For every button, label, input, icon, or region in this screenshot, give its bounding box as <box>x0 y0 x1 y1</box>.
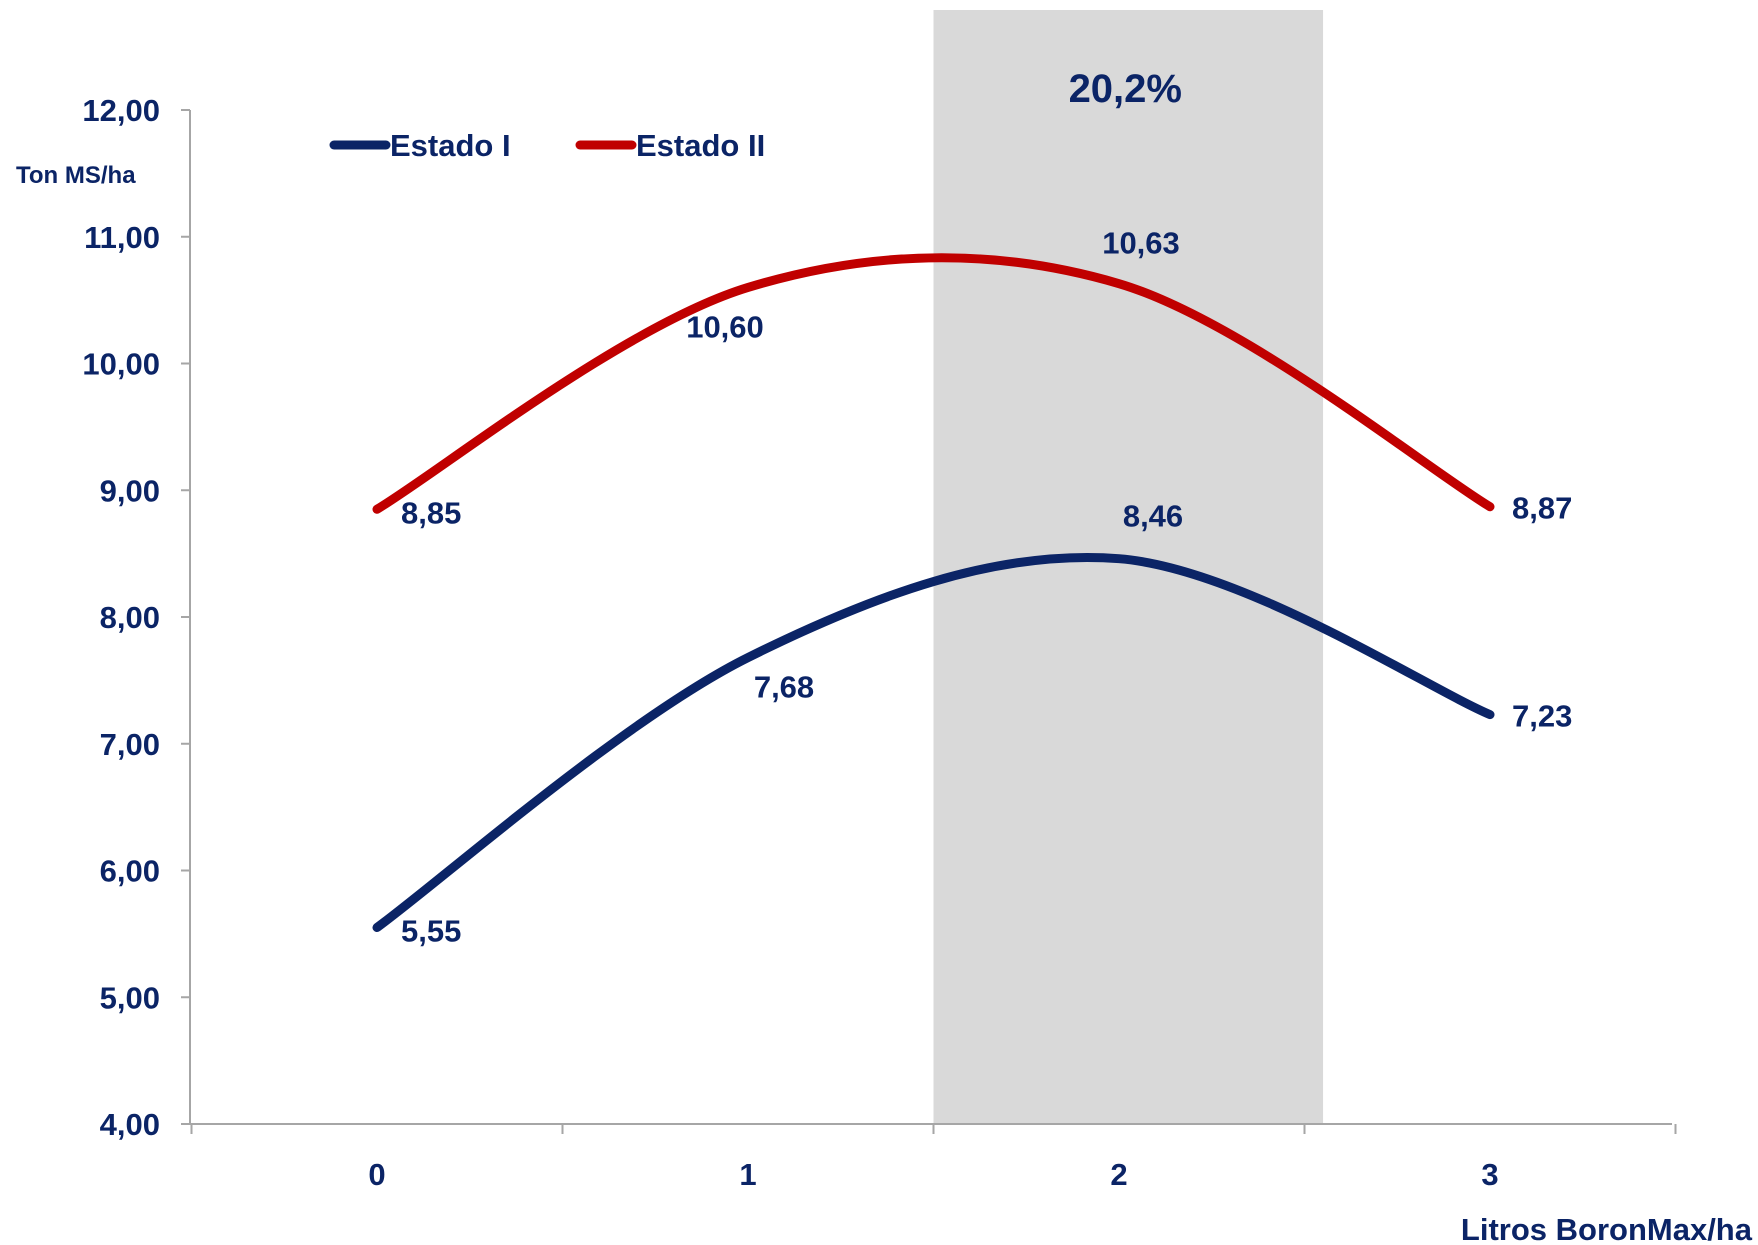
y-tick-label: 7,00 <box>100 727 160 762</box>
data-label: 5,55 <box>401 914 461 949</box>
legend-label: Estado II <box>636 128 765 163</box>
data-label: 10,63 <box>1102 226 1180 261</box>
y-tick-label: 12,00 <box>82 93 160 128</box>
data-label: 10,60 <box>686 309 764 344</box>
y-tick-label: 4,00 <box>100 1107 160 1142</box>
y-tick-label: 5,00 <box>100 980 160 1015</box>
y-tick-label: 8,00 <box>100 600 160 635</box>
highlight-label: 20,2% <box>1069 67 1182 111</box>
y-tick-label: 9,00 <box>100 473 160 508</box>
data-label: 8,85 <box>401 495 461 530</box>
y-tick-label: 11,00 <box>84 220 160 255</box>
series-line-2 <box>372 253 1495 514</box>
x-tick-label: 0 <box>368 1157 385 1192</box>
series-line-1 <box>372 552 1495 933</box>
x-tick-label: 2 <box>1110 1157 1127 1192</box>
data-label: 8,46 <box>1123 499 1183 534</box>
legend-label: Estado I <box>390 128 511 163</box>
x-tick-label: 1 <box>739 1157 756 1192</box>
y-axis-title: Ton MS/ha <box>16 162 136 189</box>
data-label: 8,87 <box>1512 491 1572 526</box>
x-axis-title: Litros BoronMax/ha <box>1461 1212 1753 1245</box>
data-label: 7,68 <box>754 670 814 705</box>
y-tick-label: 10,00 <box>82 347 160 382</box>
data-label: 7,23 <box>1512 699 1572 734</box>
x-tick-label: 3 <box>1481 1157 1498 1192</box>
y-tick-label: 6,00 <box>100 854 160 889</box>
